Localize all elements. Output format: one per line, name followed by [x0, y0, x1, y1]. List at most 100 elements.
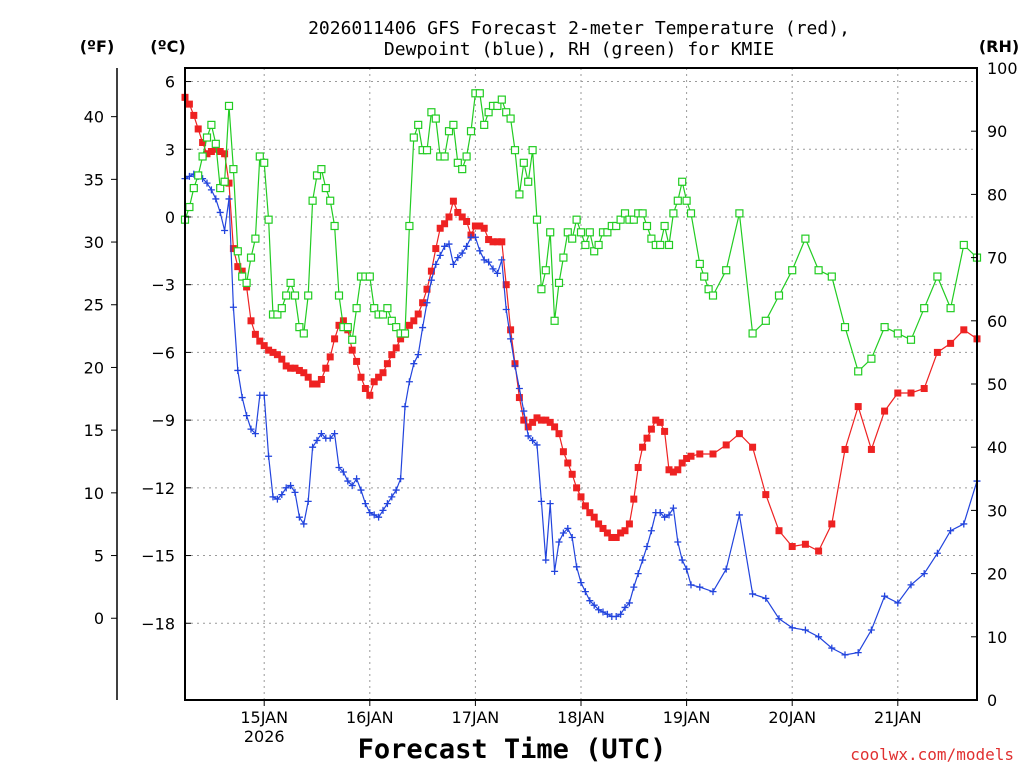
temperature-point	[317, 375, 325, 383]
temperature-point	[251, 330, 259, 338]
dewpoint-point	[427, 276, 435, 284]
rh-point	[238, 272, 247, 281]
dewpoint-point	[960, 520, 968, 528]
rh-point	[299, 329, 308, 338]
rh-point	[568, 234, 577, 243]
temperature-point	[370, 378, 378, 386]
y-tick-label-c: 3	[165, 140, 175, 159]
dewpoint-point	[493, 269, 501, 277]
dewpoint-point	[265, 452, 273, 460]
dewpoint-point	[603, 610, 611, 618]
dewpoint-point	[225, 195, 233, 203]
x-axis-label: Forecast Time (UTC)	[358, 734, 667, 765]
temperature-point	[568, 470, 576, 478]
dewpoint-point	[269, 493, 277, 501]
temperature-point	[735, 430, 743, 438]
rh-point	[414, 120, 423, 129]
y-tick-label-f: 20	[84, 358, 104, 377]
rh-point	[462, 152, 471, 161]
temperature-point	[639, 443, 647, 451]
dewpoint-point	[674, 538, 682, 546]
temperature-point	[828, 520, 836, 528]
dewpoint-point	[414, 351, 422, 359]
dewpoint-point	[273, 495, 281, 503]
temperature-point	[559, 448, 567, 456]
temperature-point	[502, 281, 510, 289]
rh-point	[365, 272, 374, 281]
dewpoint-point	[621, 603, 629, 611]
rh-point	[735, 209, 744, 218]
temperature-point	[458, 213, 466, 221]
temperature-point	[841, 445, 849, 453]
rh-point	[251, 234, 260, 243]
dewpoint-point	[480, 256, 488, 264]
y-tick-label-rh: 70	[987, 249, 1007, 268]
temperature-point	[432, 245, 440, 253]
rh-point	[774, 291, 784, 300]
temperature-point	[678, 459, 686, 467]
dewpoint-point	[722, 565, 730, 573]
dewpoint-point	[502, 306, 510, 314]
rh-point	[286, 278, 295, 287]
temperature-point	[546, 418, 554, 426]
y-tick-label-c: −9	[151, 411, 175, 430]
dewpoint-point	[221, 227, 229, 235]
y-tick-label-f: 0	[94, 609, 104, 628]
plot-frame	[184, 67, 978, 701]
temperature-point	[586, 509, 594, 517]
temperature-point	[185, 100, 193, 108]
dewpoint-point	[243, 412, 251, 420]
dewpoint-point	[251, 430, 259, 438]
rh-point	[449, 120, 458, 129]
rh-point	[537, 285, 546, 294]
dewpoint-point	[348, 482, 356, 490]
temperature-point	[520, 416, 528, 424]
y-tick-label-f: 35	[84, 170, 104, 189]
dewpoint-point	[278, 491, 286, 499]
temperature-point	[485, 236, 493, 244]
temperature-point	[295, 366, 303, 374]
rh-point	[528, 146, 537, 155]
temperature-point	[775, 527, 783, 535]
temperature-point	[656, 418, 664, 426]
temperature-point	[229, 245, 237, 253]
rh-point	[405, 221, 414, 231]
rh-point	[550, 316, 559, 325]
dewpoint-point	[449, 260, 457, 268]
dewpoint-point	[687, 581, 695, 589]
rh-point	[387, 316, 396, 325]
dewpoint-point	[907, 581, 915, 589]
rh-point	[708, 291, 718, 300]
rh-point	[541, 266, 550, 275]
y-tick-label-c: −12	[141, 479, 175, 498]
temperature-point	[687, 452, 695, 460]
temperature-point	[621, 527, 629, 535]
rh-point	[484, 108, 493, 117]
temperature-point	[634, 464, 642, 472]
dewpoint-point	[260, 391, 268, 399]
rh-point	[255, 152, 264, 161]
rh-point	[893, 329, 902, 338]
rh-point	[946, 304, 955, 313]
credit-link[interactable]: coolwx.com/models	[850, 745, 1014, 764]
dewpoint-point	[867, 626, 875, 634]
temperature-point	[625, 520, 633, 528]
rh-point	[264, 215, 273, 224]
temperature-point	[405, 321, 413, 329]
temperature-point	[366, 391, 374, 399]
rh-point	[246, 253, 256, 262]
y-tick-label-rh: 90	[987, 122, 1007, 141]
dewpoint-point	[463, 242, 471, 250]
y-tick-label-rh: 50	[987, 375, 1007, 394]
temperature-point	[947, 339, 955, 347]
temperature-point	[480, 224, 488, 232]
dewpoint-point	[555, 538, 563, 546]
temperature-point	[379, 369, 387, 377]
temperature-point	[247, 317, 255, 325]
rh-point	[867, 354, 876, 363]
rh-point	[326, 196, 335, 205]
temperature-point	[920, 385, 928, 393]
dewpoint-point	[647, 527, 655, 535]
x-tick-label: 17JAN	[452, 708, 500, 727]
dewpoint-point	[388, 493, 396, 501]
